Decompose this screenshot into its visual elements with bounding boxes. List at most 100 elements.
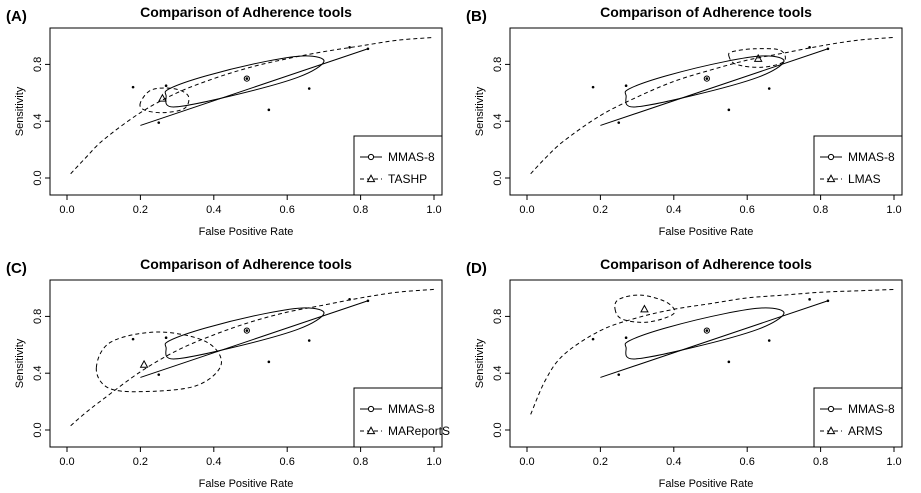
plot-frame [509, 27, 903, 196]
study-point [348, 298, 351, 301]
x-tick-label: 0.0 [519, 204, 534, 216]
study-point [617, 121, 621, 124]
panel-label: (A) [6, 8, 27, 25]
y-tick-label: 0.0 [492, 170, 504, 185]
x-tick-label: 0.6 [740, 456, 755, 468]
x-tick-label: 0.8 [813, 456, 828, 468]
legend-label-comparison: ARMS [848, 424, 883, 438]
study-point [366, 47, 370, 51]
comparison-summary-point [640, 304, 649, 313]
study-point [727, 360, 731, 364]
comparison-confidence-ellipse [139, 87, 190, 114]
mmas-summary-point [703, 75, 710, 82]
legend-marker-mmas [367, 405, 375, 413]
x-axis-label: False Positive Rate [659, 226, 754, 238]
comparison-sroc-curve [70, 36, 435, 175]
study-point [826, 299, 830, 303]
mmas-confidence-ellipse [164, 307, 325, 360]
mmas-sroc-line [600, 300, 829, 378]
legend-box [813, 135, 903, 196]
y-tick-label: 0.0 [492, 422, 504, 437]
chart-title: Comparison of Adherence tools [600, 4, 812, 20]
y-axis-label: Sensitivity [14, 86, 26, 136]
y-tick-label: 0.0 [32, 422, 44, 437]
study-point [591, 337, 595, 341]
study-point [267, 360, 271, 364]
mmas-confidence-ellipse [624, 55, 785, 108]
study-point [808, 298, 811, 301]
study-point [808, 46, 811, 49]
x-tick-label: 1.0 [426, 456, 441, 468]
x-tick-label: 0.2 [593, 204, 608, 216]
legend-marker-comparison [366, 174, 376, 183]
study-point [157, 373, 161, 376]
x-tick-label: 0.6 [280, 456, 295, 468]
x-tick-label: 0.8 [353, 456, 368, 468]
x-tick-label: 0.6 [280, 204, 295, 216]
legend-label-mmas: MMAS-8 [848, 150, 895, 164]
legend-label-mmas: MMAS-8 [388, 402, 435, 416]
legend-box [353, 135, 443, 196]
x-tick-label: 0.4 [206, 456, 221, 468]
x-tick-label: 0.8 [353, 204, 368, 216]
comparison-summary-point [158, 93, 167, 102]
mmas-confidence-ellipse [164, 55, 325, 108]
y-tick-label: 0.8 [32, 57, 44, 72]
legend-marker-mmas [367, 153, 375, 161]
x-tick-label: 1.0 [886, 456, 901, 468]
study-point [705, 329, 709, 332]
x-axis-label: False Positive Rate [659, 478, 754, 490]
comparison-summary-point [139, 359, 149, 368]
study-point [591, 85, 595, 89]
comparison-sroc-curve [530, 288, 895, 415]
x-tick-label: 1.0 [426, 204, 441, 216]
study-point [245, 77, 249, 80]
mmas-sroc-line [140, 300, 369, 378]
study-point [307, 87, 311, 90]
mmas-sroc-line [140, 48, 369, 126]
panel-label: (C) [6, 260, 27, 277]
study-point [624, 336, 628, 340]
legend-marker-comparison [366, 426, 376, 435]
y-axis-label: Sensitivity [14, 338, 26, 388]
x-tick-label: 0.0 [59, 456, 74, 468]
comparison-summary-point [753, 53, 763, 62]
x-tick-label: 0.4 [206, 204, 221, 216]
panel-4: (D) Comparison of Adherence tools 0.0 0.2 0.… [466, 256, 903, 490]
x-tick-label: 1.0 [886, 204, 901, 216]
plot-frame [509, 279, 903, 448]
study-point [164, 84, 168, 87]
plot-frame [49, 279, 443, 448]
y-tick-label: 0.4 [32, 366, 44, 381]
comparison-sroc-curve [530, 36, 895, 175]
x-tick-label: 0.0 [519, 456, 534, 468]
x-axis-label: False Positive Rate [199, 226, 294, 238]
x-tick-label: 0.0 [59, 204, 74, 216]
study-point [164, 336, 168, 340]
legend-marker-comparison [826, 426, 836, 435]
y-tick-label: 0.8 [492, 309, 504, 324]
x-tick-label: 0.2 [593, 456, 608, 468]
panel-label: (D) [466, 260, 487, 277]
study-point [245, 329, 249, 332]
legend-label-mmas: MMAS-8 [388, 150, 435, 164]
study-point [767, 87, 771, 90]
y-tick-label: 0.4 [32, 114, 44, 129]
x-tick-label: 0.2 [133, 456, 148, 468]
study-point [826, 47, 830, 51]
comparison-sroc-curve [70, 288, 435, 427]
y-tick-label: 0.8 [32, 309, 44, 324]
study-point [727, 108, 731, 112]
panel-2: (B) Comparison of Adherence tools 0.0 0.2 0.… [466, 4, 903, 238]
study-point [131, 337, 135, 341]
study-point [157, 121, 161, 124]
y-tick-label: 0.0 [32, 170, 44, 185]
x-axis-label: False Positive Rate [199, 478, 294, 490]
chart-title: Comparison of Adherence tools [140, 4, 352, 20]
legend-box [813, 387, 903, 448]
legend-label-comparison: TASHP [388, 172, 427, 186]
legend-box [353, 387, 443, 448]
study-point [348, 46, 351, 49]
legend-label-comparison: LMAS [848, 172, 881, 186]
